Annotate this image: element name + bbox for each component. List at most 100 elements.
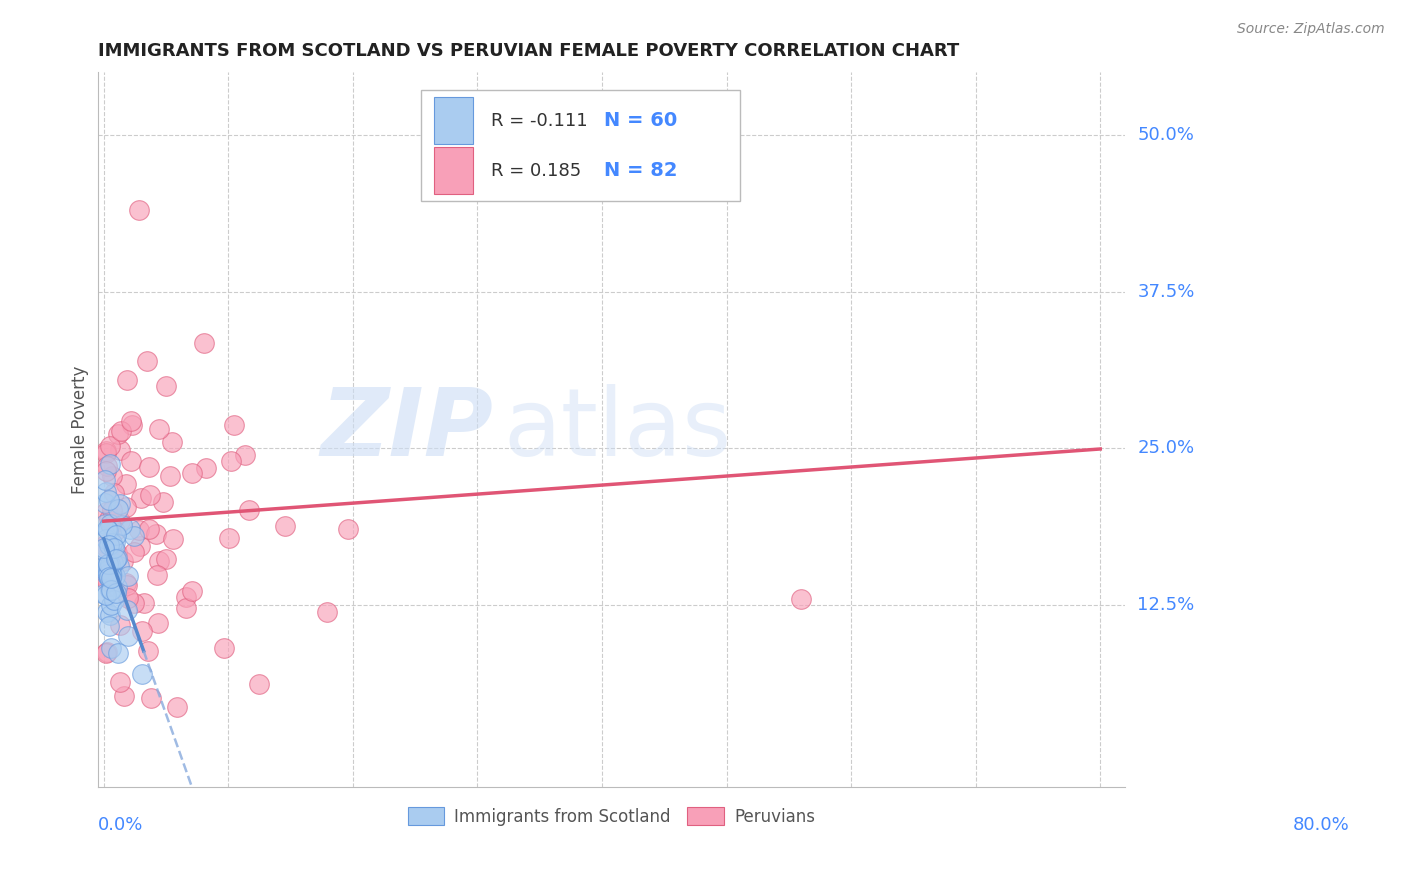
Point xyxy=(96,522,118,536)
Point xyxy=(103,541,125,555)
Text: N = 82: N = 82 xyxy=(605,161,678,180)
Text: Source: ZipAtlas.com: Source: ZipAtlas.com xyxy=(1237,22,1385,37)
Point xyxy=(101,554,124,568)
Point xyxy=(103,592,125,607)
Point xyxy=(105,580,128,594)
Point xyxy=(96,485,118,500)
FancyBboxPatch shape xyxy=(422,90,740,201)
Point xyxy=(233,448,256,462)
Point xyxy=(117,591,139,605)
Point xyxy=(93,496,115,510)
Point xyxy=(112,689,135,703)
Point xyxy=(98,439,121,453)
Point xyxy=(93,541,115,555)
Text: 25.0%: 25.0% xyxy=(1137,440,1195,458)
Point xyxy=(790,591,813,606)
Point xyxy=(96,570,118,584)
Point xyxy=(98,619,121,633)
Point xyxy=(103,566,125,581)
Text: 12.5%: 12.5% xyxy=(1137,596,1195,615)
Point xyxy=(139,488,162,502)
Point xyxy=(96,536,118,550)
Point xyxy=(100,641,122,656)
Point xyxy=(117,629,139,643)
Point xyxy=(98,607,121,622)
Point xyxy=(105,546,128,560)
Text: IMMIGRANTS FROM SCOTLAND VS PERUVIAN FEMALE POVERTY CORRELATION CHART: IMMIGRANTS FROM SCOTLAND VS PERUVIAN FEM… xyxy=(97,42,959,60)
FancyBboxPatch shape xyxy=(433,97,472,144)
Point xyxy=(105,586,128,600)
Point xyxy=(122,529,145,543)
Point xyxy=(107,646,129,660)
Point xyxy=(128,203,150,218)
Legend: Immigrants from Scotland, Peruvians: Immigrants from Scotland, Peruvians xyxy=(401,800,821,832)
Point xyxy=(181,583,204,598)
Point xyxy=(96,564,118,578)
Point xyxy=(100,537,122,551)
Point xyxy=(100,571,122,585)
Point xyxy=(96,444,118,458)
Point xyxy=(212,640,235,655)
Point xyxy=(107,427,129,442)
Point xyxy=(148,422,170,436)
Point xyxy=(96,568,118,582)
Point xyxy=(93,560,115,574)
Point xyxy=(166,700,188,714)
Point xyxy=(104,524,127,538)
Point xyxy=(155,551,177,566)
Point xyxy=(120,414,142,428)
Point xyxy=(148,616,170,631)
Text: R = -0.111: R = -0.111 xyxy=(491,112,588,129)
Point xyxy=(96,464,118,478)
Point xyxy=(129,540,152,554)
Y-axis label: Female Poverty: Female Poverty xyxy=(72,366,89,494)
Point xyxy=(98,538,121,552)
Point xyxy=(132,596,155,610)
Point xyxy=(336,522,359,536)
Point xyxy=(96,605,118,619)
Point xyxy=(108,674,131,689)
Point xyxy=(117,603,139,617)
Point xyxy=(131,624,153,638)
Point xyxy=(96,446,118,460)
Point xyxy=(96,540,118,554)
Point xyxy=(105,528,128,542)
Point xyxy=(96,574,118,588)
Point xyxy=(97,557,120,571)
Point xyxy=(117,578,139,592)
Point xyxy=(160,435,183,450)
Point xyxy=(108,514,131,528)
Point xyxy=(174,601,197,615)
Point xyxy=(159,468,181,483)
Point xyxy=(98,582,121,597)
Point xyxy=(124,596,146,610)
Point xyxy=(101,536,124,550)
Point xyxy=(98,570,121,584)
Point xyxy=(222,418,245,433)
Point xyxy=(98,561,121,575)
FancyBboxPatch shape xyxy=(433,147,472,194)
Point xyxy=(94,588,117,602)
Point xyxy=(111,517,134,532)
Point xyxy=(98,457,121,471)
Point xyxy=(101,556,124,570)
Point xyxy=(100,517,122,532)
Point xyxy=(94,533,117,547)
Point xyxy=(104,552,127,566)
Point xyxy=(148,554,170,568)
Point xyxy=(174,590,197,604)
Point xyxy=(111,554,134,568)
Point xyxy=(117,568,139,582)
Point xyxy=(155,379,177,393)
Point xyxy=(108,618,131,632)
Point xyxy=(104,568,127,582)
Point xyxy=(98,517,121,532)
Point xyxy=(98,557,121,571)
Point xyxy=(98,512,121,526)
Point xyxy=(162,532,184,546)
Point xyxy=(180,467,202,481)
Point xyxy=(97,557,120,571)
Point xyxy=(96,524,118,538)
Point xyxy=(100,568,122,582)
Point xyxy=(120,454,142,468)
